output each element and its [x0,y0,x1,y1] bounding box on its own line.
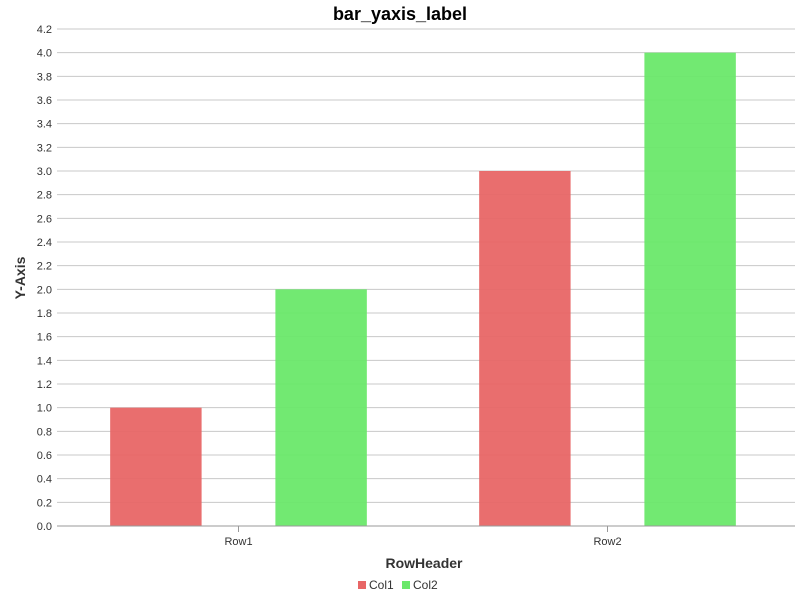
bar-col2-row1 [275,289,367,526]
legend: Col1 Col2 [358,578,438,592]
y-tick-label: 0.2 [37,497,52,509]
y-tick-label: 2.2 [37,261,52,273]
legend-swatch [358,581,366,589]
y-tick-label: 1.0 [37,403,52,415]
x-axis-title: RowHeader [385,555,463,571]
y-tick-label: 0.8 [37,426,52,438]
y-tick-label: 1.6 [37,332,52,344]
bar-col2-row2 [644,52,736,527]
x-axis-ticks: Row1 Row2 [224,526,622,548]
y-tick-label: 4.0 [37,48,52,60]
y-tick-label: 3.8 [37,71,52,83]
y-tick-label: 1.2 [37,379,52,391]
y-tick-label: 3.2 [37,142,52,154]
y-tick-label: 0.6 [37,450,52,462]
y-tick-label: 4.2 [37,24,52,36]
y-tick-label: 2.8 [37,190,52,202]
bars [110,52,736,527]
y-tick-label: 3.6 [37,95,52,107]
y-tick-label: 2.4 [37,237,52,249]
y-tick-label: 1.4 [37,355,52,367]
bar-col1-row1 [110,407,202,526]
y-tick-label: 1.8 [37,308,52,320]
y-axis-title: Y-Axis [12,256,28,299]
y-tick-label: 2.0 [37,284,52,296]
y-tick-label: 0.4 [37,474,52,486]
legend-label: Col2 [413,578,438,592]
chart-title: bar_yaxis_label [333,4,467,24]
y-tick-label: 2.6 [37,213,52,225]
legend-swatch [402,581,410,589]
y-tick-label: 3.4 [37,119,52,131]
x-tick-label: Row2 [593,536,621,548]
y-tick-label: 0.0 [37,521,52,533]
x-tick-label: Row1 [224,536,252,548]
bar-col1-row2 [479,171,571,526]
y-tick-label: 3.0 [37,166,52,178]
legend-label: Col1 [369,578,394,592]
y-axis-ticks: 0.0 0.2 0.4 0.6 0.8 1.0 1.2 1.4 1.6 1.8 2.0 2.2 2.4 2… [37,24,52,533]
